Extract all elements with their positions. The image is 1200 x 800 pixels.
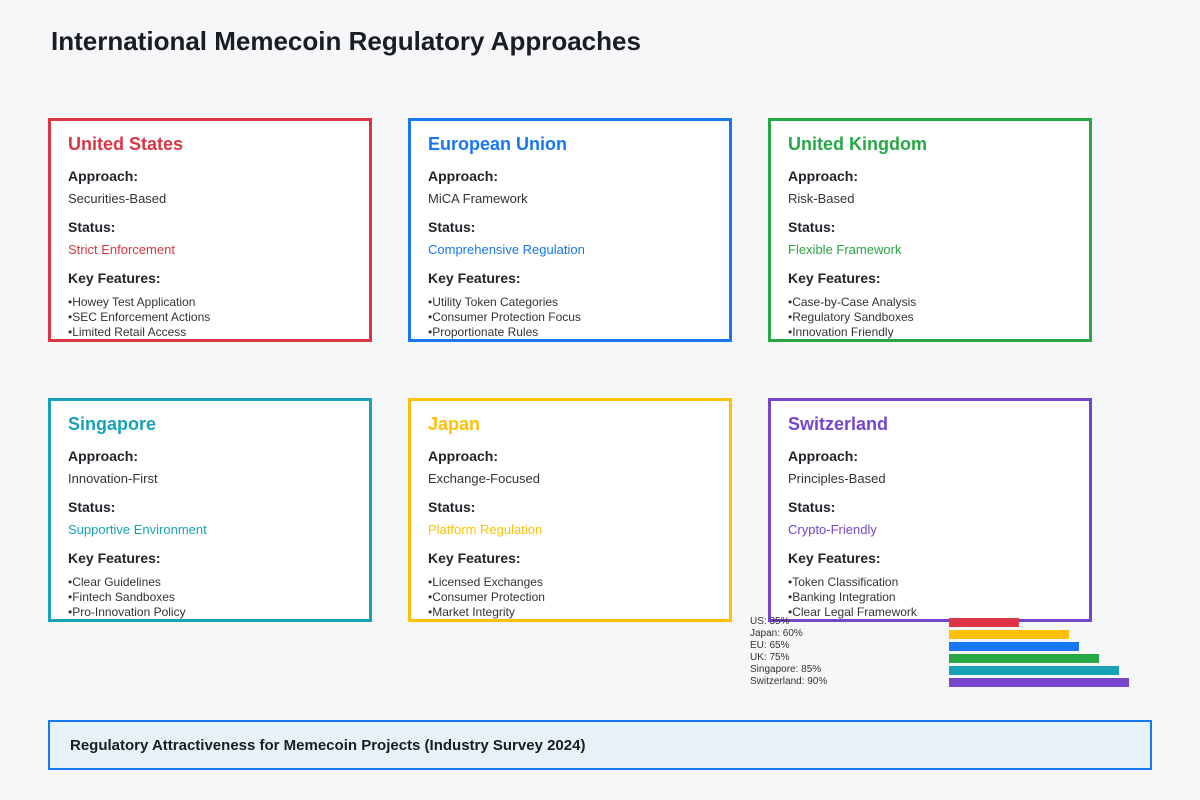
card-title: European Union — [428, 134, 567, 154]
chart-row: Singapore: 85% — [750, 664, 1129, 676]
status-label: Status: — [68, 499, 116, 515]
chart-row-label: Japan: 60% — [750, 628, 803, 639]
approach-value: Securities-Based — [68, 191, 167, 206]
approach-label: Approach: — [428, 448, 498, 464]
feature-item: Market Integrity — [428, 605, 712, 620]
card-united-kingdom: United Kingdom Approach: Risk-Based Stat… — [768, 118, 1092, 342]
feature-item: Utility Token Categories — [428, 295, 712, 310]
status-value: Crypto-Friendly — [788, 522, 877, 537]
feature-item: SEC Enforcement Actions — [68, 310, 352, 325]
chart-row: Japan: 60% — [750, 628, 1129, 640]
card-title: Switzerland — [788, 414, 889, 434]
status-value: Platform Regulation — [428, 522, 543, 537]
feature-item: Clear Guidelines — [68, 575, 352, 590]
features-list: Case-by-Case Analysis Regulatory Sandbox… — [788, 295, 1072, 340]
card-title: United Kingdom — [788, 134, 927, 154]
status-label: Status: — [68, 219, 116, 235]
status-value: Supportive Environment — [68, 522, 207, 537]
approach-label: Approach: — [68, 168, 138, 184]
card-title: Singapore — [68, 414, 157, 434]
feature-item: Consumer Protection — [428, 590, 712, 605]
features-list: Token Classification Banking Integration… — [788, 575, 1072, 620]
key-features-label: Key Features: — [428, 550, 521, 566]
chart-row-label: US: 35% — [750, 616, 790, 627]
chart-row-label: Singapore: 85% — [750, 664, 822, 675]
status-label: Status: — [788, 499, 836, 515]
feature-item: Howey Test Application — [68, 295, 352, 310]
features-list: Howey Test Application SEC Enforcement A… — [68, 295, 352, 340]
status-value: Strict Enforcement — [68, 242, 175, 257]
feature-item: Clear Legal Framework — [788, 605, 1072, 620]
approach-label: Approach: — [68, 448, 138, 464]
approach-value: Principles-Based — [788, 471, 886, 486]
chart-row-label: Switzerland: 90% — [750, 676, 828, 687]
chart-caption-text: Regulatory Attractiveness for Memecoin P… — [70, 736, 586, 754]
approach-label: Approach: — [428, 168, 498, 184]
feature-item: Token Classification — [788, 575, 1072, 590]
card-japan: Japan Approach: Exchange-Focused Status:… — [408, 398, 732, 622]
features-list: Utility Token Categories Consumer Protec… — [428, 295, 712, 340]
chart-bar — [949, 665, 1119, 675]
status-label: Status: — [788, 219, 836, 235]
chart-caption-box: Regulatory Attractiveness for Memecoin P… — [48, 720, 1152, 770]
approach-label: Approach: — [788, 448, 858, 464]
feature-item: Consumer Protection Focus — [428, 310, 712, 325]
card-title: United States — [68, 134, 184, 154]
feature-item: Regulatory Sandboxes — [788, 310, 1072, 325]
approach-value: Exchange-Focused — [428, 471, 541, 486]
features-list: Clear Guidelines Fintech Sandboxes Pro-I… — [68, 575, 352, 620]
card-switzerland: Switzerland Approach: Principles-Based S… — [768, 398, 1092, 622]
chart-row: US: 35% — [750, 616, 1129, 628]
approach-value: Risk-Based — [788, 191, 855, 206]
key-features-label: Key Features: — [428, 270, 521, 286]
card-singapore: Singapore Approach: Innovation-First Sta… — [48, 398, 372, 622]
feature-item: Licensed Exchanges — [428, 575, 712, 590]
approach-label: Approach: — [788, 168, 858, 184]
key-features-label: Key Features: — [788, 550, 881, 566]
chart-bar — [949, 629, 1069, 639]
feature-item: Innovation Friendly — [788, 325, 1072, 340]
feature-item: Banking Integration — [788, 590, 1072, 605]
card-united-states: United States Approach: Securities-Based… — [48, 118, 372, 342]
feature-item: Proportionate Rules — [428, 325, 712, 340]
status-value: Flexible Framework — [788, 242, 902, 257]
chart-bar — [949, 617, 1019, 627]
attractiveness-bar-chart: US: 35% Japan: 60% EU: 65% UK: 75% Singapore… — [750, 616, 1129, 688]
chart-bar — [949, 641, 1079, 651]
chart-row: Switzerland: 90% — [750, 676, 1129, 688]
chart-row: UK: 75% — [750, 652, 1129, 664]
page-title: International Memecoin Regulatory Approa… — [51, 26, 641, 56]
approach-value: MiCA Framework — [428, 191, 528, 206]
key-features-label: Key Features: — [788, 270, 881, 286]
feature-item: Pro-Innovation Policy — [68, 605, 352, 620]
status-label: Status: — [428, 219, 476, 235]
status-label: Status: — [428, 499, 476, 515]
status-value: Comprehensive Regulation — [428, 242, 585, 257]
chart-row-label: EU: 65% — [750, 640, 790, 651]
key-features-label: Key Features: — [68, 270, 161, 286]
chart-row: EU: 65% — [750, 640, 1129, 652]
key-features-label: Key Features: — [68, 550, 161, 566]
feature-item: Fintech Sandboxes — [68, 590, 352, 605]
chart-bar — [949, 677, 1129, 687]
chart-bar — [949, 653, 1099, 663]
chart-row-label: UK: 75% — [750, 652, 790, 663]
card-title: Japan — [428, 414, 481, 434]
card-european-union: European Union Approach: MiCA Framework … — [408, 118, 732, 342]
feature-item: Case-by-Case Analysis — [788, 295, 1072, 310]
features-list: Licensed Exchanges Consumer Protection M… — [428, 575, 712, 620]
feature-item: Limited Retail Access — [68, 325, 352, 340]
approach-value: Innovation-First — [68, 471, 158, 486]
